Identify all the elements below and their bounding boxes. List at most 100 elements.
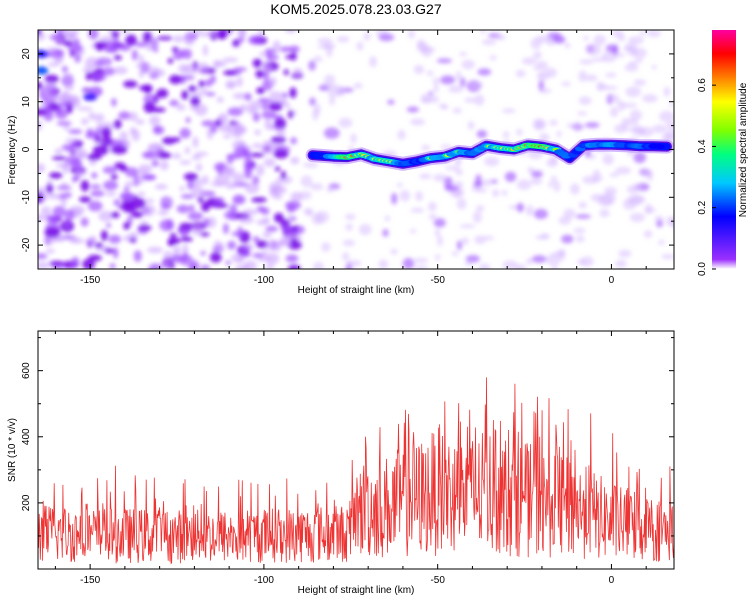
noise-blob — [313, 103, 321, 115]
noise-blob — [146, 66, 161, 76]
noise-blob — [222, 223, 229, 235]
colorbar-ticks: 0.0 0.2 0.4 0.6 — [697, 78, 716, 276]
snr-frame — [37, 330, 675, 570]
noise-blob — [609, 106, 619, 118]
spectrogram-y-label: Frequency (Hz) — [7, 116, 18, 185]
noise-blob — [131, 49, 138, 61]
noise-blob — [290, 52, 297, 61]
noise-blob — [179, 48, 186, 59]
noise-blob — [647, 170, 653, 182]
noise-blob — [148, 143, 164, 150]
noise-blob — [263, 158, 276, 167]
noise-blob — [151, 160, 159, 167]
noise-blob — [626, 127, 642, 132]
noise-blob — [202, 217, 210, 228]
noise-blob — [56, 121, 72, 126]
noise-blob — [313, 55, 323, 63]
noise-blob — [52, 156, 66, 161]
noise-blob — [54, 36, 65, 45]
noise-blob — [384, 215, 391, 222]
noise-blob — [420, 93, 433, 104]
noise-blob — [421, 144, 431, 151]
noise-blob — [546, 158, 558, 168]
noise-blob — [252, 112, 260, 122]
noise-blob — [308, 60, 316, 71]
noise-blob — [290, 156, 300, 165]
noise-blob — [105, 191, 117, 197]
noise-blob — [440, 75, 456, 85]
noise-blob — [182, 243, 189, 255]
noise-blob — [223, 70, 237, 76]
noise-blob — [183, 172, 198, 181]
noise-blob — [369, 56, 378, 68]
noise-blob — [426, 70, 434, 76]
noise-blob — [260, 143, 277, 155]
noise-blob — [46, 183, 54, 194]
spectrogram-ridge — [305, 137, 674, 171]
noise-blob — [256, 164, 265, 177]
noise-blob — [406, 106, 419, 113]
noise-blob — [656, 219, 664, 228]
spectrogram-y-tick-label: 10 — [21, 96, 32, 108]
noise-blob — [661, 254, 674, 260]
noise-blob — [109, 263, 116, 269]
noise-blob — [38, 163, 46, 173]
noise-blob — [129, 238, 137, 243]
noise-blob — [455, 70, 462, 81]
noise-blob — [148, 263, 162, 269]
noise-blob — [501, 108, 516, 114]
noise-blob — [516, 179, 532, 190]
noise-blob — [285, 30, 297, 33]
noise-blob — [350, 133, 357, 144]
noise-blob — [290, 216, 297, 222]
colorbar-tick-label: 0.0 — [697, 262, 708, 276]
noise-blob — [76, 169, 86, 177]
noise-blob — [157, 209, 169, 216]
noise-blob — [144, 198, 155, 204]
noise-blob — [504, 171, 517, 182]
noise-blob — [138, 68, 145, 79]
noise-blob — [114, 162, 126, 169]
noise-blob — [489, 55, 497, 61]
noise-blob — [576, 111, 588, 116]
noise-blob — [87, 200, 103, 212]
noise-blob — [269, 181, 282, 194]
noise-blob — [310, 183, 324, 191]
noise-blob — [56, 185, 72, 190]
noise-blob — [252, 143, 263, 149]
noise-blob — [38, 253, 48, 260]
noise-blob — [225, 260, 231, 266]
noise-blob — [460, 77, 466, 88]
snr-y-tick-label: 600 — [21, 362, 32, 379]
noise-blob — [65, 138, 79, 144]
noise-blob — [579, 59, 594, 65]
noise-blob — [534, 119, 547, 130]
noise-blob — [323, 127, 340, 139]
spectrogram-y-tick-label: 0 — [21, 146, 32, 152]
noise-blob — [459, 224, 476, 229]
noise-blob — [38, 81, 43, 90]
noise-blob — [448, 85, 464, 93]
ridge-cell — [655, 143, 665, 149]
noise-blob — [188, 85, 197, 92]
noise-blob — [38, 261, 51, 269]
noise-blob — [651, 64, 657, 70]
noise-blob — [171, 254, 185, 263]
noise-blob — [74, 53, 81, 63]
noise-blob — [123, 186, 130, 192]
noise-blob — [428, 213, 437, 221]
noise-blob — [102, 59, 109, 65]
noise-blob — [227, 107, 244, 117]
noise-blob — [414, 265, 429, 269]
noise-blob — [563, 208, 576, 219]
noise-blob — [331, 84, 339, 90]
noise-blob — [557, 249, 566, 255]
noise-blob — [169, 99, 179, 107]
noise-blob — [83, 92, 98, 101]
noise-blob — [558, 216, 572, 225]
noise-blob — [54, 148, 63, 155]
noise-blob — [73, 38, 80, 47]
noise-blob — [481, 39, 497, 46]
